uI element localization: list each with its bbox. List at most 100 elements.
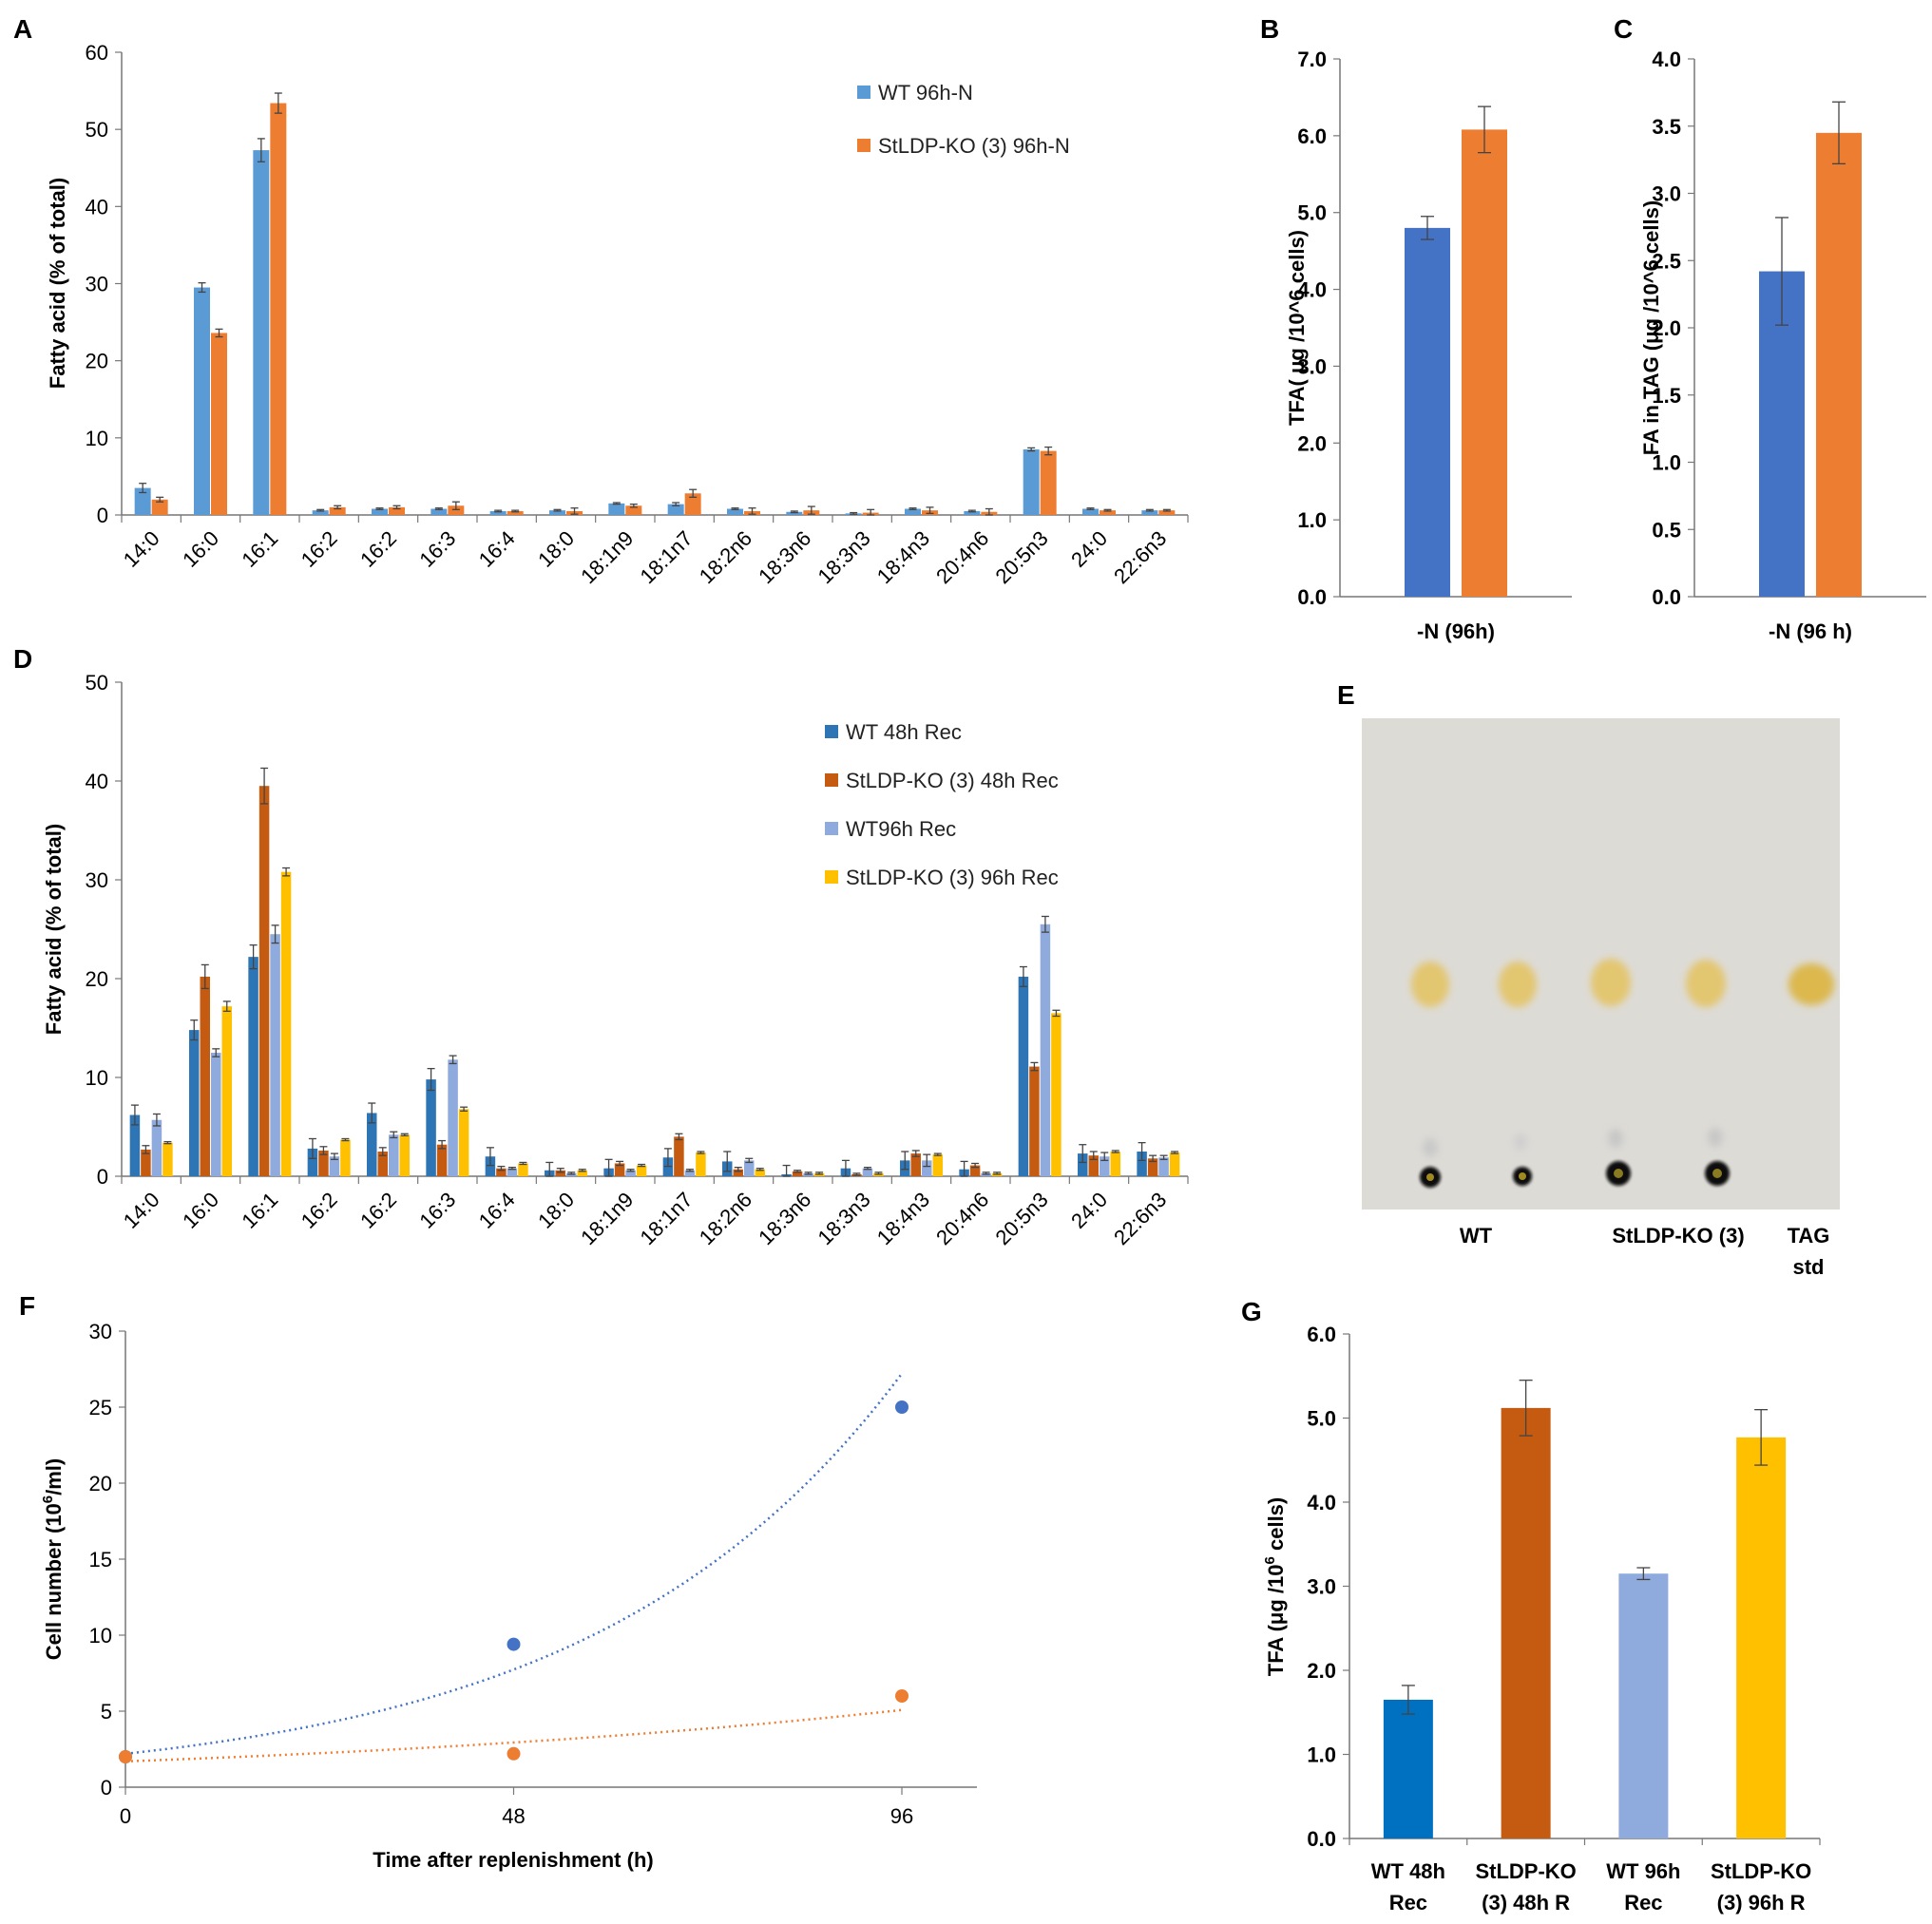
faint-spot-3	[1608, 1129, 1623, 1148]
panel-label-c: C	[1614, 14, 1633, 44]
chart-b-tfa: 0.0 1.0 2.0 3.0 4.0 5.0 6.0 7.0 -N (96h) TFA( μg …	[1285, 48, 1572, 643]
chart-d-bar	[200, 976, 210, 1176]
chart-a-bar	[1141, 510, 1158, 515]
tlc-plate-photo	[1362, 718, 1840, 1210]
chart-a-bar	[489, 510, 507, 515]
chart-a-bar	[253, 150, 270, 515]
chart-d-legend-label: StLDP-KO (3) 96h Rec	[846, 866, 1059, 889]
chart-d-bar	[399, 1134, 410, 1176]
chart-a-y-tick-label: 40	[86, 195, 108, 219]
chart-a-bar	[1023, 449, 1040, 515]
chart-d-bar	[1040, 924, 1051, 1176]
chart-a-legend-label: WT 96h-N	[878, 81, 973, 105]
chart-g-y-tick-label: 3.0	[1307, 1575, 1336, 1599]
chart-d-y-tick-label: 40	[86, 770, 108, 793]
chart-d-bar	[969, 1165, 981, 1176]
tlc-lane-label-ko: StLDP-KO (3)	[1612, 1224, 1744, 1248]
chart-b-y-axis-title: TFA( μg /10^6 cells)	[1285, 230, 1309, 426]
chart-b-x-axis-title: -N (96h)	[1417, 619, 1495, 643]
tag-spot-lane-3	[1591, 959, 1631, 1006]
chart-d-bar	[1137, 1152, 1147, 1176]
chart-a-fatty-acid-profile-96h-n: 0 10 20 30 40 50 60 14:0 16:0 16:1 16:2 16:2 16:3 16:…	[46, 41, 1189, 588]
chart-d-legend-swatch	[825, 822, 838, 835]
chart-a-category-label: 16:3	[414, 526, 460, 572]
chart-a-category-label: 16:0	[178, 526, 223, 572]
chart-d-y-axis-title: Fatty acid (% of total)	[42, 824, 66, 1035]
chart-d-bar	[307, 1148, 318, 1176]
chart-d-bar	[625, 1170, 636, 1176]
chart-f-point	[507, 1637, 521, 1651]
chart-g-bar	[1736, 1437, 1787, 1838]
chart-d-category-label: 18:0	[533, 1188, 579, 1233]
faint-spot-1	[1423, 1138, 1438, 1157]
chart-g-y-tick-label: 4.0	[1307, 1491, 1336, 1514]
chart-a-y-tick-label: 50	[86, 118, 108, 142]
chart-a-bar	[312, 510, 329, 515]
chart-a-legend-label: StLDP-KO (3) 96h-N	[878, 134, 1070, 158]
chart-a-y-tick-label: 0	[97, 504, 108, 527]
chart-a-y-axis-title: Fatty acid (% of total)	[46, 178, 69, 389]
chart-c-y-tick-label: 4.0	[1652, 48, 1681, 71]
chart-b-y-tick-label: 2.0	[1297, 431, 1327, 455]
chart-a-bar	[211, 333, 227, 515]
origin-spot-4-core	[1712, 1169, 1722, 1178]
chart-f-x-axis-title: Time after replenishment (h)	[373, 1848, 653, 1872]
chart-g-y-axis-title: TFA (μg /106 cells)	[1262, 1497, 1288, 1677]
chart-a-bar	[507, 510, 524, 515]
chart-d-bar	[1078, 1153, 1088, 1176]
chart-d-bar	[922, 1160, 932, 1176]
chart-a-y-tick-label: 10	[86, 427, 108, 450]
chart-d-bar	[792, 1171, 803, 1176]
origin-spot-1-core	[1426, 1173, 1434, 1181]
chart-a-bar	[1040, 450, 1057, 515]
chart-a-category-label: 20:4n6	[931, 526, 993, 588]
chart-a-bar	[549, 510, 565, 515]
chart-d-bar	[163, 1142, 173, 1176]
chart-g-category-label: Rec	[1624, 1891, 1662, 1914]
chart-d-bar	[377, 1152, 388, 1176]
chart-a-bar	[134, 487, 151, 515]
chart-a-category-label: 18:1n9	[576, 526, 638, 588]
chart-f-x-tick-label: 96	[890, 1804, 913, 1828]
faint-spot-4	[1708, 1128, 1723, 1147]
chart-d-bar	[1029, 1066, 1040, 1176]
chart-f-y-tick-label: 5	[101, 1700, 112, 1724]
chart-g-bar	[1383, 1699, 1433, 1838]
chart-d-category-label: 14:0	[119, 1188, 164, 1233]
chart-b-y-tick-label: 1.0	[1297, 508, 1327, 532]
chart-d-legend-label: WT96h Rec	[846, 817, 956, 841]
chart-c-y-tick-label: 1.5	[1652, 384, 1681, 408]
chart-g-category-label: StLDP-KO	[1711, 1859, 1811, 1883]
chart-d-bar	[577, 1170, 587, 1176]
chart-d-bar	[258, 786, 270, 1176]
chart-a-bar	[727, 508, 743, 515]
chart-d-category-label: 20:4n6	[931, 1188, 993, 1249]
chart-d-bar	[211, 1053, 221, 1176]
chart-d-bar	[1169, 1152, 1180, 1176]
chart-b-y-tick-label: 6.0	[1297, 124, 1327, 148]
chart-f-y-tick-label: 20	[89, 1472, 112, 1495]
chart-b-y-tick-label: 3.0	[1297, 354, 1327, 378]
tag-spot-lane-2	[1499, 962, 1537, 1007]
chart-a-bar	[1100, 510, 1116, 515]
chart-f-trendline	[124, 1708, 903, 1763]
chart-g-category-label: (3) 48h R	[1482, 1891, 1570, 1914]
chart-d-category-label: 16:0	[178, 1188, 223, 1233]
chart-a-legend-swatch	[857, 86, 870, 99]
chart-g-category-label: Rec	[1389, 1891, 1427, 1914]
panel-label-a: A	[13, 14, 32, 44]
chart-c-y-tick-label: 3.0	[1652, 182, 1681, 206]
chart-a-category-label: 22:6n3	[1109, 526, 1171, 588]
chart-a-bar	[372, 508, 388, 515]
chart-a-category-label: 24:0	[1066, 526, 1112, 572]
chart-d-bar	[436, 1144, 448, 1176]
chart-d-category-label: 16:2	[355, 1188, 401, 1233]
panel-label-b: B	[1260, 14, 1279, 44]
chart-a-bar	[389, 506, 405, 515]
tag-spot-lane-1	[1411, 962, 1449, 1007]
chart-a-y-tick-label: 30	[86, 273, 108, 296]
panel-label-e: E	[1337, 680, 1355, 710]
chart-a-bar	[786, 511, 803, 515]
chart-d-bar	[329, 1156, 340, 1176]
chart-f-y-tick-label: 10	[89, 1624, 112, 1648]
